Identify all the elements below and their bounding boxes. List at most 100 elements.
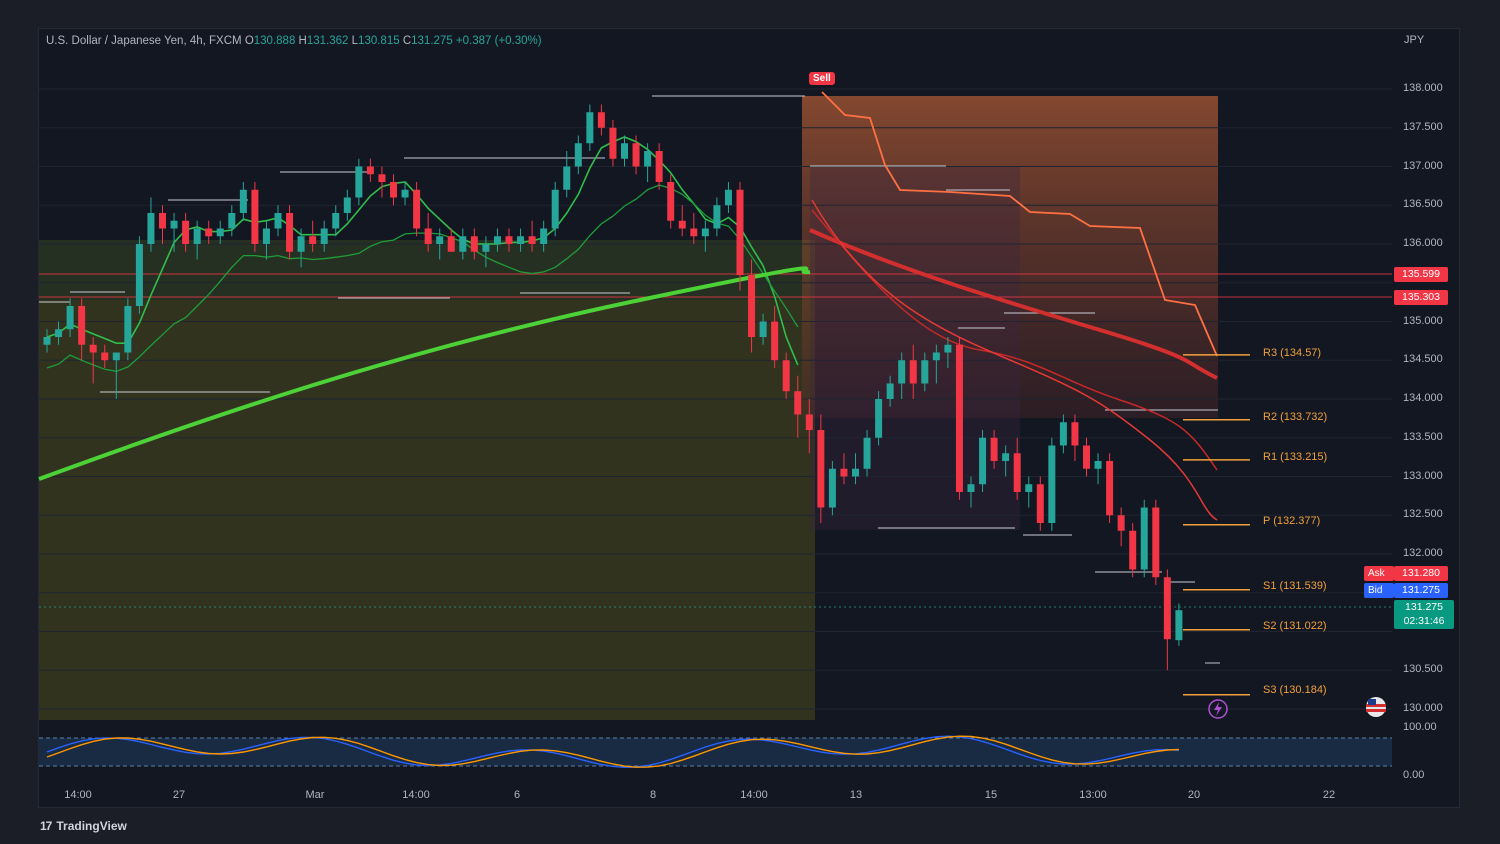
candle-body bbox=[1094, 461, 1102, 469]
candle-body bbox=[332, 213, 340, 229]
candle-body bbox=[493, 236, 501, 244]
candle-body bbox=[66, 306, 74, 330]
candle-body bbox=[1025, 484, 1033, 492]
candle bbox=[909, 344, 917, 399]
pivot-r2-label: R2 (133.732) bbox=[1263, 411, 1328, 423]
candle bbox=[875, 391, 883, 446]
symbol-header: U.S. Dollar / Japanese Yen, 4h, FXCM O13… bbox=[46, 35, 542, 47]
time-tick: 13 bbox=[849, 789, 863, 801]
candle bbox=[470, 228, 478, 260]
candle bbox=[124, 298, 132, 361]
candle bbox=[332, 205, 340, 237]
candle bbox=[840, 453, 848, 485]
candle-body bbox=[898, 360, 906, 384]
candle-body bbox=[1002, 453, 1010, 461]
candle-body bbox=[632, 143, 640, 167]
low-value: 130.815 bbox=[358, 35, 400, 47]
pivot-s3-label: S3 (130.184) bbox=[1263, 684, 1327, 696]
time-tick: 27 bbox=[172, 789, 186, 801]
candle-body bbox=[724, 189, 732, 206]
candle-body bbox=[447, 236, 455, 252]
candle-body bbox=[124, 306, 132, 353]
candle bbox=[540, 220, 548, 252]
candle bbox=[43, 329, 51, 353]
candle-body bbox=[586, 112, 594, 144]
last-price-value: 131.275 bbox=[1405, 601, 1443, 613]
ema-slow-red bbox=[809, 228, 1218, 380]
candle bbox=[1140, 499, 1148, 578]
candle bbox=[955, 337, 963, 500]
candle bbox=[563, 151, 571, 198]
candle-body bbox=[955, 344, 963, 492]
candle-body bbox=[540, 228, 548, 244]
candle bbox=[66, 298, 74, 337]
candle bbox=[898, 352, 906, 399]
lightning-icon[interactable] bbox=[1206, 697, 1230, 721]
flag-icon[interactable] bbox=[1364, 695, 1388, 719]
candle bbox=[517, 228, 525, 252]
sell-signal-badge: Sell bbox=[809, 72, 835, 85]
candle-body bbox=[794, 391, 802, 415]
candle-body bbox=[1048, 445, 1056, 523]
candle bbox=[413, 182, 421, 237]
candle bbox=[1002, 445, 1010, 477]
support-zone bbox=[39, 300, 815, 720]
candle-body bbox=[805, 414, 813, 430]
candle bbox=[343, 189, 351, 221]
price-line-tag-2: 135.303 bbox=[1394, 290, 1448, 305]
candle bbox=[655, 143, 663, 190]
candle bbox=[55, 321, 63, 345]
candle bbox=[609, 120, 617, 167]
candle-body bbox=[205, 228, 213, 237]
candle-body bbox=[297, 236, 305, 252]
time-tick: Mar bbox=[305, 789, 325, 801]
price-tick: 133.000 bbox=[1403, 469, 1443, 482]
candle-body bbox=[944, 344, 952, 353]
candle-body bbox=[378, 174, 386, 182]
candle-body bbox=[43, 337, 51, 345]
time-tick: 6 bbox=[513, 789, 521, 801]
candle bbox=[1152, 499, 1160, 585]
high-value: 131.362 bbox=[306, 35, 349, 47]
candle bbox=[1129, 523, 1137, 578]
candle-body bbox=[563, 166, 571, 190]
candle bbox=[979, 430, 987, 492]
candle bbox=[262, 220, 270, 260]
osc-tick: 100.00 bbox=[1403, 721, 1437, 733]
candle bbox=[147, 197, 155, 252]
candle-body bbox=[609, 127, 617, 159]
candle bbox=[1059, 414, 1067, 454]
trailing-stop-line bbox=[821, 91, 1218, 357]
pivot-s1-label: S1 (131.539) bbox=[1263, 580, 1327, 592]
candle-body bbox=[436, 236, 444, 244]
candle-body bbox=[828, 468, 836, 508]
candle-body bbox=[262, 228, 270, 244]
bid-price-tag: 131.275 bbox=[1394, 583, 1448, 598]
price-tick: 132.000 bbox=[1403, 547, 1443, 559]
ask-price-tag: 131.280 bbox=[1394, 566, 1448, 581]
high-label: H bbox=[298, 35, 307, 47]
candle bbox=[251, 182, 259, 252]
candle-body bbox=[193, 228, 201, 244]
time-tick: 22 bbox=[1322, 789, 1336, 801]
candle-body bbox=[932, 352, 940, 361]
candle-body bbox=[701, 228, 709, 237]
support-zone-top bbox=[39, 240, 815, 300]
ask-label: Ask bbox=[1364, 566, 1394, 581]
candle bbox=[932, 344, 940, 384]
candle-body bbox=[1106, 461, 1114, 516]
candle bbox=[921, 352, 929, 392]
tradingview-brand[interactable]: 17 TradingView bbox=[40, 819, 127, 833]
candle-body bbox=[759, 321, 767, 337]
candle-body bbox=[667, 182, 675, 221]
price-tick: 130.000 bbox=[1403, 702, 1443, 714]
candle bbox=[1048, 437, 1056, 531]
candle-body bbox=[990, 437, 998, 461]
candle bbox=[990, 430, 998, 469]
candle bbox=[159, 205, 166, 244]
candle bbox=[724, 182, 732, 213]
candle-body bbox=[1129, 530, 1137, 570]
candle-body bbox=[1083, 445, 1090, 469]
candle-body bbox=[470, 236, 478, 252]
